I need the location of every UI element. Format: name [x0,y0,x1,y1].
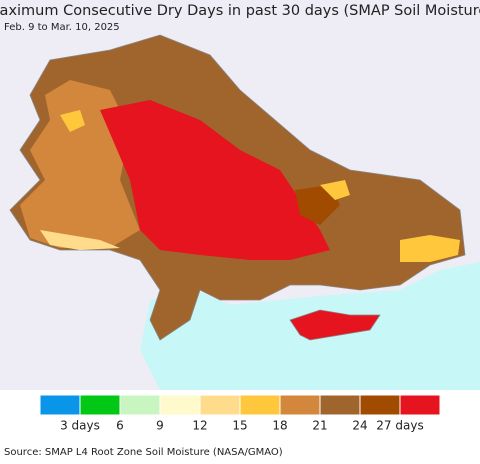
legend-label: 12 [192,419,207,433]
legend-label: 24 [352,419,367,433]
legend-swatch [279,394,321,416]
east-yellow-2 [320,180,350,200]
legend-swatch [159,394,201,416]
legend-swatch [79,394,121,416]
legend-label: 27 days [376,419,423,433]
legend-swatch [359,394,401,416]
source: Source: SMAP L4 Root Zone Soil Moisture … [4,447,283,458]
legend-label: 9 [156,419,164,433]
east-yellow [400,235,460,262]
legend-swatch [239,394,281,416]
legend-label: 21 [312,419,327,433]
subtitle: Feb. 9 to Mar. 10, 2025 [4,22,120,33]
legend: 3 days 6 9 12 15 18 21 24 27 days [39,394,441,433]
crimea [289,309,381,341]
west-yellow [60,110,85,132]
east-dark [295,185,340,225]
legend-swatch [199,394,241,416]
legend-label: 18 [272,419,287,433]
legend-swatch [119,394,161,416]
legend-label: 15 [232,419,247,433]
legend-swatch [399,394,441,416]
legend-label: 6 [116,419,124,433]
legend-swatch [39,394,81,416]
center-red [100,100,330,260]
legend-swatch [319,394,361,416]
map [0,0,480,390]
south-yellow [40,230,120,250]
legend-label: 3 days [60,419,100,433]
title: Maximum Consecutive Dry Days in past 30 … [0,3,480,19]
